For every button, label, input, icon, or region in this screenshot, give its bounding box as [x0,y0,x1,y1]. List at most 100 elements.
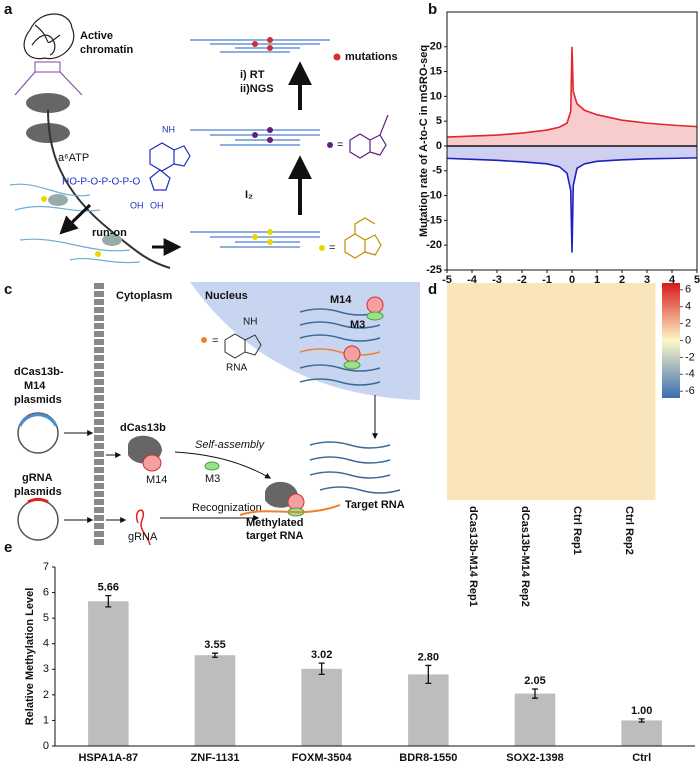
line [446,157,698,253]
label: Recognization [192,502,262,514]
reads [190,39,330,248]
chromatin-icon [23,13,75,60]
polymerase [26,123,70,143]
label: NH [162,124,175,134]
x-tick-label: 3 [644,274,650,286]
x-tick-label: -3 [492,274,502,286]
y-tick-label: -25 [426,264,442,276]
plasmid-insert [18,413,58,427]
label: M3 [205,473,220,485]
colorbar-tick-label: -2 [685,351,695,363]
heat-cell [551,283,604,500]
y-tick-label: 3 [43,663,49,675]
x-tick-label: 2 [619,274,625,286]
panel-label: c [4,281,12,298]
x-tick-label: 4 [669,274,676,286]
connector [14,61,83,96]
label: ii)NGS [240,83,274,95]
x-tick-label: ZNF-1131 [191,752,240,764]
label: target RNA [246,530,304,542]
label: Self-assembly [195,439,266,451]
label: run-on [92,227,127,239]
x-tick-label: -5 [442,274,452,286]
x-tick-label: -4 [467,274,478,286]
label: plasmids [14,394,62,406]
m14-protein [142,454,162,472]
panel-label: d [428,281,437,298]
x-tick-label: dCas13b-M14 Rep2 [519,506,531,607]
markers [252,37,273,245]
panel-label: e [4,539,12,556]
area [447,145,697,253]
colorbar-tick-label: 0 [685,334,691,346]
diagram-c: Cytoplasm Nucleus dCas13b- M14 plasmids … [14,282,420,546]
label: Cytoplasm [116,290,172,302]
bar [408,674,449,746]
plasmid [17,499,59,541]
panel-label: b [428,1,437,18]
m14-bound [343,345,361,363]
x-tick-label: FOXM-3504 [292,752,353,764]
marker [319,245,325,251]
x-tick-label: 0 [569,274,575,286]
label: chromatin [80,44,133,56]
plasmid [17,412,59,454]
polymerase [26,93,70,113]
arrow [174,451,272,479]
label: dCas13b [120,422,166,434]
colorbar-tick-label: 2 [685,317,691,329]
colorbar [662,283,680,398]
axes [54,567,695,747]
rna-lines [299,308,401,494]
bar [301,668,342,746]
arrow [59,203,92,235]
area [447,46,697,146]
label: RNA [226,363,247,374]
x-tick-label: 1 [594,274,600,286]
x-tick-label: 5 [694,274,700,286]
y-tick-label: -5 [432,165,442,177]
legend-marker [333,53,341,61]
heat-cell [447,283,500,500]
label: Active [80,30,113,42]
y-tick-label: 10 [430,90,442,102]
x-tick-label: -2 [517,274,527,286]
y-tick-label: 15 [430,65,442,77]
label: gRNA [22,472,53,484]
diagram-a: Active chromatin a⁶ATP HO-P-O-P-O-P-O NH… [9,13,398,269]
label: OH [150,200,164,210]
error-bar [532,688,538,699]
label: M14 [24,380,46,392]
rna-strands [9,183,141,264]
y-tick-label: -15 [426,214,442,226]
y-tick-label: 20 [430,41,442,53]
label: = [212,335,218,347]
label: mutations [345,51,398,63]
structure [224,333,262,359]
x-tick-label: Ctrl Rep1 [571,506,583,555]
value-label: 3.02 [311,649,332,661]
orange-rna [299,348,381,356]
value-label: 5.66 [98,582,119,594]
polymerase [48,194,68,206]
label: a⁶ATP [58,152,89,164]
label: HO-P-O-P-O-P-O [62,177,141,188]
colorbar-tick-label: -6 [685,385,695,397]
y-axis-title: Mutation rate of A-to-C in mGRO-seq [418,45,430,237]
colorbar-tick-label: -4 [685,368,695,380]
bar [514,693,556,746]
label: Methylated [246,517,303,529]
label: M3 [350,319,365,331]
y-tick-label: 4 [43,638,49,650]
polymerase [102,234,122,246]
structure [349,114,389,159]
y-tick-label: 0 [436,140,442,152]
m6a-marker [201,337,207,343]
structure [149,142,191,191]
label: Target RNA [345,499,405,511]
label: NH [243,317,257,328]
m3-bound [343,360,361,370]
label: = [337,139,343,151]
y-tick-label: 6 [43,586,49,598]
y-tick-label: 0 [43,740,49,752]
